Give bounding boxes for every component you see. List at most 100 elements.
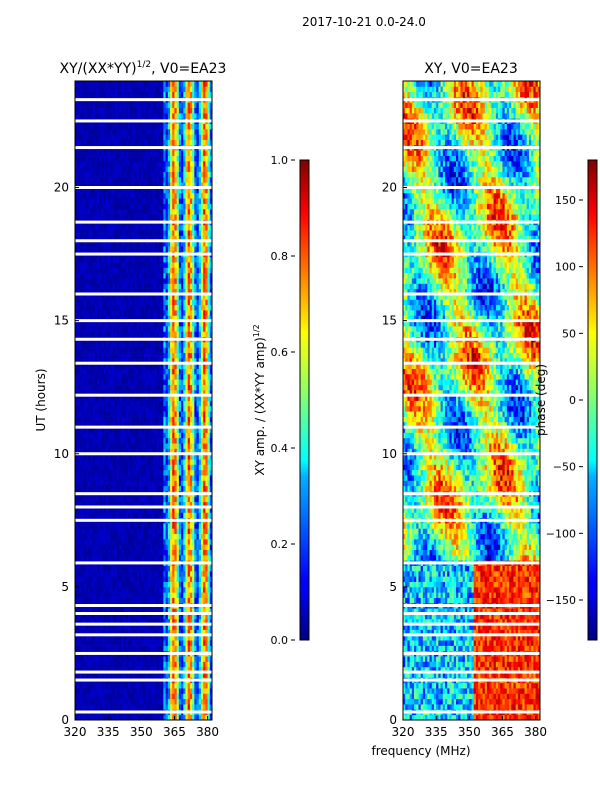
heatmap-cell: [75, 704, 78, 710]
heatmap-cell: [145, 384, 149, 391]
heatmap-cell: [154, 469, 158, 476]
heatmap-cell: [108, 373, 111, 380]
heatmap-cell: [125, 400, 129, 407]
heatmap-cell: [101, 565, 105, 572]
heatmap-cell: [77, 640, 80, 646]
heatmap-cell: [105, 475, 109, 481]
heatmap-cell: [83, 288, 87, 295]
heatmap-cell: [103, 304, 107, 311]
heatmap-cell: [132, 496, 136, 503]
heatmap-cell: [209, 304, 212, 311]
heatmap-cell: [154, 480, 158, 487]
heatmap-cell: [119, 682, 122, 689]
heatmap-cell: [103, 384, 107, 391]
heatmap-cell: [154, 496, 158, 503]
heatmap-cell: [86, 475, 89, 481]
heatmap-cell: [101, 448, 105, 455]
heatmap-cell: [81, 294, 85, 300]
heatmap-cell: [121, 459, 125, 465]
heatmap-cell: [209, 549, 212, 556]
heatmap-cell: [110, 688, 113, 694]
heatmap-cell: [114, 373, 118, 380]
heatmap-cell: [141, 443, 144, 449]
heatmap-cell: [99, 501, 102, 508]
heatmap-cell: [178, 576, 182, 582]
heatmap-cell: [178, 416, 182, 423]
heatmap-cell: [152, 459, 155, 465]
heatmap-cell: [196, 507, 200, 513]
heatmap-cell: [154, 299, 158, 306]
heatmap-cell: [136, 352, 140, 359]
heatmap-cell: [90, 373, 94, 380]
heatmap-cell: [132, 432, 136, 439]
heatmap-cell: [183, 469, 186, 476]
heatmap-cell: [119, 565, 122, 572]
heatmap-cell: [116, 288, 120, 295]
heatmap-cell: [134, 624, 138, 630]
heatmap-cell: [108, 304, 111, 311]
heatmap-cell: [172, 400, 175, 407]
heatmap-cell: [187, 294, 191, 300]
heatmap-cell: [81, 693, 85, 700]
heatmap-cell: [79, 682, 83, 689]
heatmap-cell: [83, 507, 87, 513]
heatmap-cell: [103, 613, 107, 620]
heatmap-cell: [145, 618, 149, 625]
heatmap-cell: [209, 688, 212, 694]
heatmap-cell: [147, 538, 151, 545]
heatmap-cell: [163, 581, 166, 588]
heatmap-cell: [209, 453, 212, 460]
heatmap-cell: [125, 507, 129, 513]
heatmap-cell: [81, 379, 85, 385]
heatmap-cell: [200, 347, 204, 353]
heatmap-cell: [103, 528, 107, 535]
heatmap-cell: [103, 325, 107, 332]
heatmap-cell: [112, 331, 116, 337]
heatmap-cell: [92, 320, 96, 327]
heatmap-cell: [110, 304, 113, 311]
heatmap-cell: [196, 570, 200, 577]
heatmap-cell: [172, 645, 175, 652]
heatmap-cell: [77, 416, 80, 423]
heatmap-cell: [154, 443, 158, 449]
heatmap-cell: [139, 304, 142, 311]
heatmap-cell: [97, 443, 100, 449]
heatmap-cell: [134, 538, 138, 545]
heatmap-cell: [150, 459, 153, 465]
heatmap-cell: [178, 661, 182, 668]
heatmap-cell: [209, 357, 212, 364]
heatmap-cell: [200, 453, 204, 460]
heatmap-cell: [147, 427, 151, 433]
heatmap-cell: [130, 528, 133, 535]
heatmap-cell: [77, 288, 80, 295]
heatmap-cell: [185, 581, 189, 588]
heatmap-cell: [165, 411, 169, 417]
heatmap-cell: [145, 347, 149, 353]
heatmap-cell: [79, 469, 83, 476]
heatmap-cell: [121, 315, 125, 322]
heatmap-cell: [207, 624, 211, 630]
heatmap-cell: [94, 469, 98, 476]
heatmap-cell: [123, 379, 127, 385]
heatmap-cell: [81, 544, 85, 550]
heatmap-cell: [136, 714, 140, 720]
heatmap-cell: [198, 294, 202, 300]
heatmap-cell: [88, 624, 91, 630]
heatmap-cell: [101, 437, 105, 444]
heatmap-cell: [136, 453, 140, 460]
heatmap-cell: [130, 448, 133, 455]
heatmap-cell: [183, 405, 186, 412]
heatmap-cell: [99, 475, 102, 481]
heatmap-cell: [189, 475, 193, 481]
heatmap-cell: [192, 395, 195, 401]
heatmap-cell: [110, 613, 113, 620]
heatmap-cell: [130, 597, 133, 604]
heatmap-cell: [152, 507, 155, 513]
heatmap-cell: [161, 565, 164, 572]
heatmap-cell: [79, 347, 83, 353]
heatmap-cell: [116, 453, 120, 460]
heatmap-cell: [105, 320, 109, 327]
heatmap-cell: [196, 395, 200, 401]
heatmap-cell: [139, 608, 142, 614]
heatmap-cell: [121, 437, 125, 444]
